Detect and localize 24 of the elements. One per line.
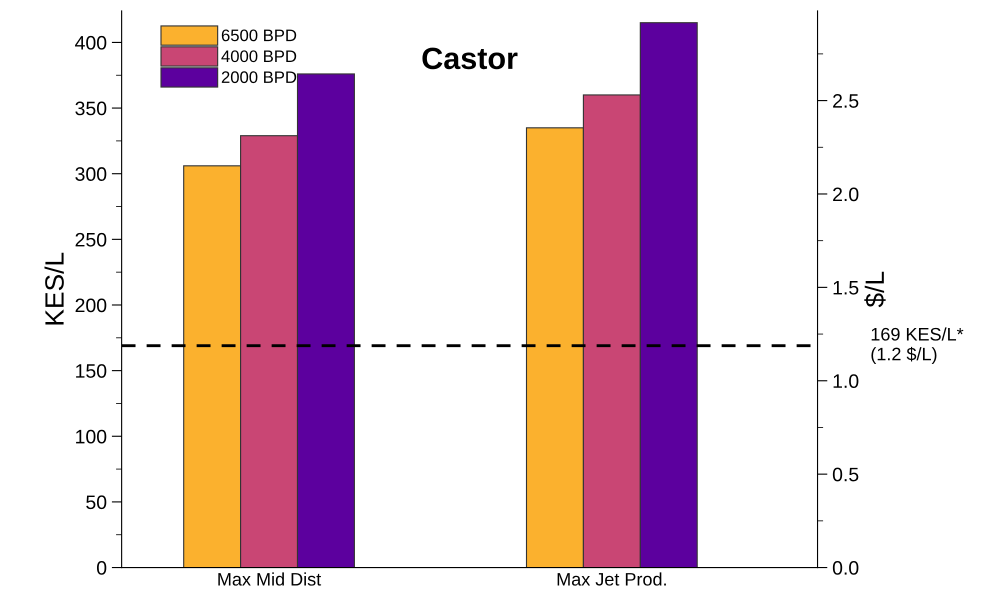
ref-line-label: 169 KES/L* (1.2 $/L) — [871, 327, 964, 364]
y-tick-label: 50 — [86, 495, 106, 510]
y2-tick-label: 0.0 — [832, 561, 858, 575]
y-tick-label: 100 — [76, 430, 106, 444]
x-tick-label: Max Jet Prod. — [558, 572, 666, 586]
y-tick-label: 350 — [75, 102, 106, 116]
y-tick-label: 400 — [75, 36, 106, 50]
legend-label: 6500 BPD — [222, 29, 296, 42]
y-tick-label: 0 — [96, 561, 106, 575]
y2-axis-title: $/L — [864, 272, 886, 308]
legend-label: 4000 BPD — [221, 50, 296, 62]
y-tick-label: 150 — [76, 364, 106, 378]
y-axis-title: KES/L — [44, 252, 64, 324]
y2-tick-label: 1.0 — [834, 374, 858, 388]
y2-tick-label: 0.5 — [832, 468, 858, 482]
y2-tick-label: 2.0 — [833, 187, 858, 202]
x-tick-label: Max Mid Dist — [218, 572, 322, 586]
y-tick-label: 300 — [75, 167, 106, 181]
y-tick-label: 250 — [76, 232, 106, 247]
y2-tick-label: 2.5 — [833, 94, 858, 108]
y2-tick-label: 1.5 — [834, 281, 858, 295]
text: Castor — [422, 48, 518, 70]
legend-label: 2000 BPD — [222, 71, 296, 84]
y-tick-label: 200 — [76, 298, 106, 312]
